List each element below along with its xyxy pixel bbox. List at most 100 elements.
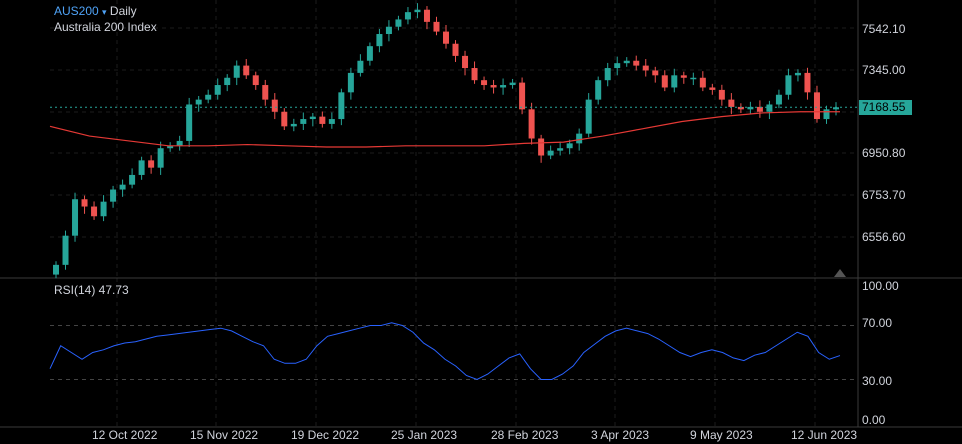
candle-body [138, 160, 145, 175]
date-axis-label: 3 Apr 2023 [591, 428, 650, 442]
date-axis-label: 12 Oct 2022 [92, 428, 158, 442]
candle-body [167, 145, 174, 149]
candle-body [471, 68, 478, 81]
candle-body [718, 89, 725, 100]
candle-body [519, 82, 526, 110]
candle-body [110, 189, 117, 202]
candle-body [794, 72, 801, 76]
candle-body [604, 68, 611, 81]
price-axis-label: 6556.60 [862, 230, 906, 244]
candle-body [53, 264, 59, 275]
date-axis-label: 15 Nov 2022 [190, 428, 259, 442]
candle-body [813, 92, 820, 120]
candle-body [585, 99, 592, 134]
candle-body [785, 75, 792, 95]
interval-label[interactable]: Daily [109, 4, 137, 18]
candle-body [633, 60, 640, 66]
moving-average-line [49, 111, 840, 148]
candle-body [614, 63, 621, 69]
candle-body [443, 31, 449, 44]
candle-body [205, 94, 212, 100]
candle-body [186, 104, 193, 141]
candle-body [509, 82, 516, 86]
price-axis-label: 6753.70 [862, 188, 906, 202]
candle-body [566, 143, 573, 149]
candle-body [271, 99, 278, 112]
candle-body [62, 235, 69, 265]
candle-body [414, 9, 421, 13]
candle-body [671, 75, 678, 88]
rsi-axis-label: 70.00 [862, 316, 893, 330]
candle-body [129, 174, 136, 185]
candle-body [680, 75, 687, 78]
candle-body [376, 34, 383, 47]
candle-body [766, 104, 773, 112]
candle-body [699, 77, 706, 88]
candle-body [72, 199, 79, 236]
candle-body [243, 65, 250, 76]
candle-body [262, 85, 269, 100]
candle-body [500, 85, 507, 88]
candle-body [195, 99, 202, 105]
candle-body [176, 140, 183, 146]
candle-body [338, 92, 345, 120]
candle-body [452, 43, 459, 56]
symbol-label[interactable]: AUS200 [54, 4, 99, 18]
candle-body [642, 65, 649, 71]
price-axis-label: 7345.00 [862, 63, 906, 77]
date-axis-label: 9 May 2023 [690, 428, 753, 442]
candle-body [576, 133, 583, 144]
candle-body [661, 75, 668, 88]
candle-body [462, 55, 469, 69]
rsi-axis-label: 100.00 [862, 279, 899, 293]
current-price-tag: 7168.55 [859, 100, 912, 115]
candle-body [214, 85, 221, 95]
candle-body [547, 150, 554, 156]
candle-body [823, 109, 830, 120]
candle-body [157, 148, 164, 168]
rsi-line [49, 322, 841, 381]
candle-body [775, 94, 782, 105]
candle-body [747, 106, 754, 110]
candle-body [309, 116, 316, 120]
symbol-dropdown-icon[interactable]: ▾ [102, 7, 107, 17]
instrument-name: Australia 200 Index [54, 20, 157, 34]
candle-body [300, 119, 307, 124]
candle-body [319, 116, 326, 124]
candle-body [290, 123, 297, 127]
candle-body [728, 99, 735, 107]
candle-body [81, 199, 88, 207]
candle-body [91, 206, 98, 217]
candle-body [148, 160, 155, 168]
candle-body [709, 87, 716, 90]
candle-body [328, 119, 335, 124]
price-axis-label: 6950.80 [862, 146, 906, 160]
candle-body [490, 85, 497, 88]
candle-body [281, 111, 288, 127]
candle-body [557, 148, 564, 151]
candle-body [385, 26, 392, 35]
candle-body [404, 12, 411, 20]
candle-body [357, 60, 364, 73]
candle-body [756, 106, 763, 112]
candle-body [652, 70, 659, 76]
candle-body [595, 80, 602, 100]
symbol-header[interactable]: AUS200 ▾ Daily [54, 4, 137, 18]
candle-body [737, 106, 744, 110]
candle-body [252, 75, 259, 86]
date-axis-label: 19 Dec 2022 [291, 428, 360, 442]
candle-body [690, 77, 697, 80]
candle-body [100, 201, 107, 217]
rsi-legend[interactable]: RSI(14) 47.73 [54, 283, 129, 297]
price-axis-label: 7542.10 [862, 22, 906, 36]
rsi-axis-label: 30.00 [862, 374, 893, 388]
candle-body [833, 107, 839, 110]
candle-body [433, 21, 440, 32]
candle-body [804, 72, 811, 93]
candle-body [366, 46, 373, 61]
scroll-marker-icon [834, 269, 846, 277]
candle-body [233, 65, 240, 78]
candle-body [538, 138, 545, 156]
rsi-axis-label: 0.00 [862, 413, 886, 427]
